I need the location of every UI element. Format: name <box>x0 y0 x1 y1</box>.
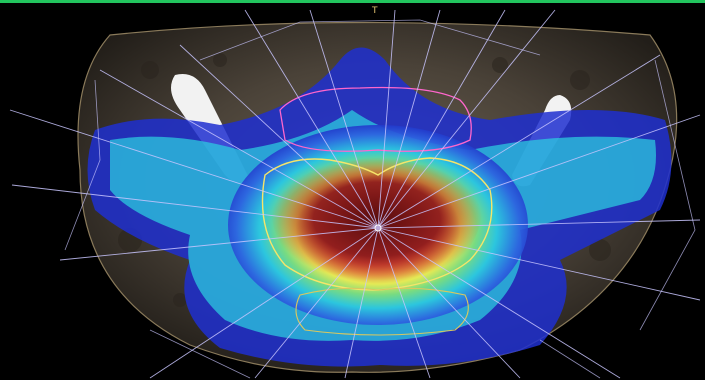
dose-core-high <box>271 157 483 281</box>
target-contour <box>261 157 493 291</box>
bladder-contour <box>279 86 472 152</box>
orientation-label: T <box>372 6 378 16</box>
field-edges <box>64 19 696 379</box>
rectum-contour <box>295 287 469 336</box>
viewer-top-bar <box>0 0 705 3</box>
isocenter-icon <box>374 224 382 232</box>
beam-lines <box>9 9 701 379</box>
